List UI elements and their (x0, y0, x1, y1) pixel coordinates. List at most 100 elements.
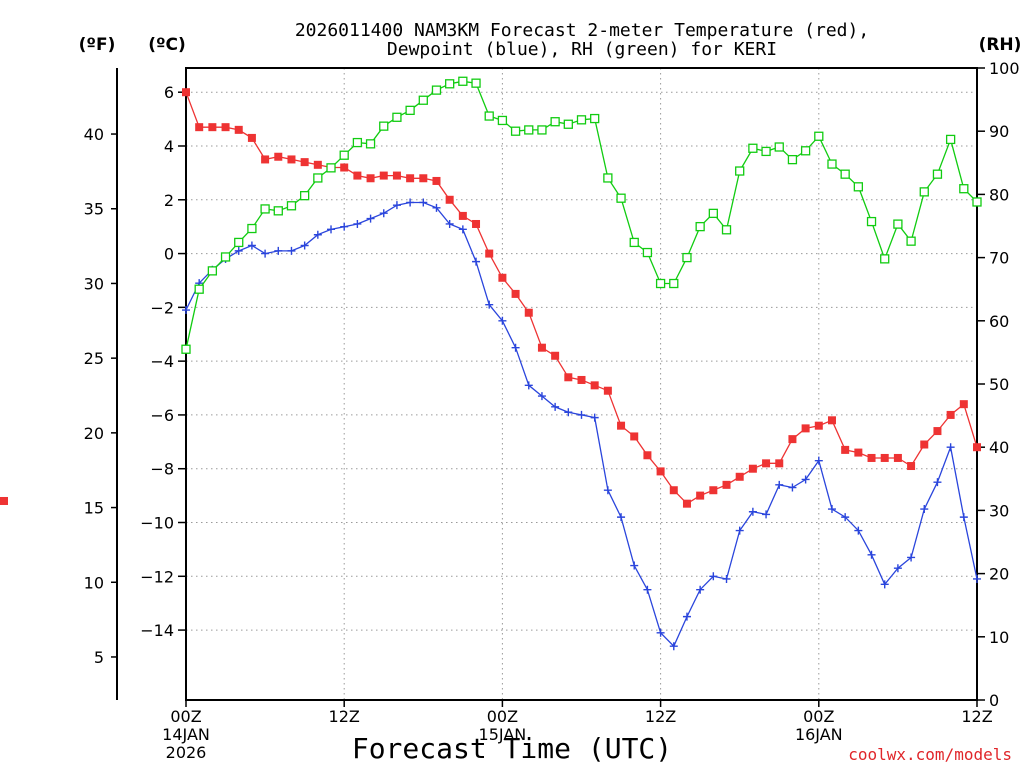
fahrenheit-tick-label: 10 (84, 573, 104, 592)
data-point (524, 125, 534, 135)
data-point (788, 435, 797, 444)
fahrenheit-tick-label: 15 (84, 499, 104, 518)
data-point (339, 150, 349, 160)
data-point (524, 308, 533, 317)
data-point (603, 386, 612, 395)
celsius-tick-label: 0 (164, 245, 174, 264)
fahrenheit-tick-label: 20 (84, 424, 104, 443)
data-point (274, 152, 283, 161)
data-point (261, 249, 270, 258)
data-point (748, 143, 758, 153)
x-tick-label: 00Z (487, 707, 518, 726)
data-point (327, 225, 336, 234)
data-point (603, 486, 612, 495)
data-point (352, 137, 363, 148)
x-tick-label: 12Z (329, 707, 360, 726)
data-point (537, 343, 546, 352)
data-point (366, 174, 375, 183)
data-point (775, 480, 784, 489)
celsius-tick-label: 2 (164, 191, 174, 210)
rh-tick-label: 50 (989, 375, 1009, 394)
data-point (919, 187, 929, 197)
chart-title-line2: Dewpoint (blue), RH (green) for KERI (387, 39, 777, 60)
fahrenheit-axis-label: (ºF) (79, 35, 116, 55)
data-point (182, 88, 190, 97)
data-point (432, 203, 441, 212)
data-point (471, 78, 481, 88)
data-point (774, 142, 784, 152)
data-point (577, 375, 586, 384)
data-point (458, 76, 468, 86)
data-point (932, 169, 943, 179)
data-point (709, 486, 718, 495)
data-point (564, 408, 573, 417)
data-point (709, 572, 718, 581)
data-point (682, 252, 692, 263)
data-point (946, 410, 955, 419)
data-point (300, 158, 309, 167)
data-point (510, 126, 521, 136)
data-point (695, 221, 705, 232)
data-point (893, 564, 902, 573)
data-point (498, 316, 507, 325)
data-point (959, 400, 968, 409)
data-point (669, 486, 678, 495)
data-point (299, 191, 310, 201)
data-point (643, 585, 652, 594)
grid-lines (186, 68, 977, 700)
data-point (801, 424, 810, 433)
credit-link[interactable]: coolwx.com/models (848, 745, 1012, 764)
rh-tick-label: 60 (989, 312, 1009, 331)
data-point (418, 95, 428, 105)
data-point (840, 169, 850, 179)
data-point (880, 453, 889, 462)
data-point (682, 499, 691, 508)
x-axis-title: Forecast Time (UTC) (352, 732, 672, 765)
data-point (379, 171, 388, 180)
data-point (655, 278, 666, 289)
data-point (656, 467, 665, 476)
celsius-axis-label: (ºC) (148, 35, 186, 55)
data-point (814, 131, 824, 141)
x-tick-label: 00Z (170, 707, 201, 726)
data-point (827, 505, 836, 514)
data-point (472, 219, 481, 228)
data-point (405, 105, 415, 115)
data-point (537, 392, 546, 401)
series-plus (182, 198, 981, 651)
data-point (445, 79, 455, 89)
data-point (762, 510, 771, 519)
data-point (708, 208, 718, 219)
rh-tick-label: 80 (989, 185, 1009, 204)
data-point (485, 300, 494, 309)
data-point (392, 201, 401, 210)
data-point (286, 201, 297, 211)
rh-tick-label: 0 (989, 691, 999, 710)
data-point (801, 475, 810, 484)
data-point (366, 214, 375, 223)
data-point (854, 448, 863, 457)
data-point (735, 166, 745, 176)
data-point (287, 155, 296, 164)
data-point (827, 416, 836, 425)
x-tick-label: 14JAN (162, 725, 210, 744)
data-point (234, 237, 244, 248)
data-point (893, 219, 903, 229)
data-point (973, 443, 981, 452)
series-line (185, 91, 978, 505)
x-tick-label: 16JAN (795, 725, 843, 744)
data-point (550, 117, 560, 127)
celsius-tick-label: −6 (150, 406, 174, 425)
data-point (261, 155, 270, 164)
data-point (933, 478, 942, 487)
data-point (445, 195, 454, 204)
data-point (867, 550, 876, 559)
data-point (814, 456, 823, 465)
rh-axis-label: (RH) (979, 35, 1022, 55)
data-point (748, 507, 757, 516)
data-point (617, 513, 626, 522)
x-tick-label: 12Z (961, 707, 992, 726)
data-point (630, 432, 639, 441)
data-point (379, 121, 389, 131)
data-point (182, 306, 190, 315)
